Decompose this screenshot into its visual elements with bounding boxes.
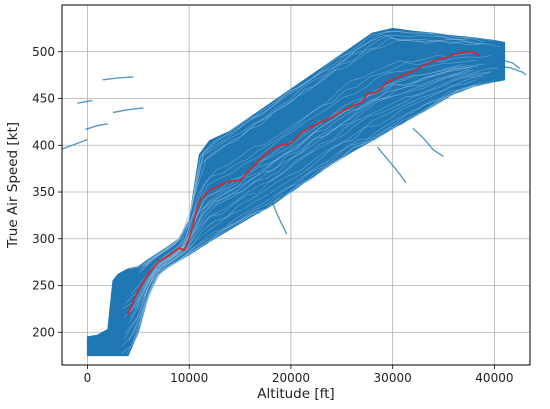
outlier-trajectory-5 [259,168,288,235]
trajectory-strand-5 [123,65,479,318]
trajectory-strand-18 [127,30,494,270]
y-tick-label-2: 300 [32,232,55,246]
y-tick-label-1: 250 [32,279,55,293]
outlier-trajectory-2 [112,107,144,114]
mean-point-0-35 [452,53,455,56]
x-tick-label-3: 30000 [374,371,412,385]
x-axis-label: Altitude [ft] [257,386,334,402]
mean-point-0-38 [478,54,480,57]
mean-point-0-9 [198,200,201,203]
mean-point-0-8 [193,219,196,222]
y-tick-label-3: 350 [32,185,55,199]
mean-point-0-32 [422,64,425,67]
mean-point-0-2 [147,272,150,275]
trajectory-strand-9 [142,35,485,268]
x-tick-label-4: 40000 [475,371,513,385]
trajectory-strand-16 [132,84,475,344]
mean-point-0-17 [279,144,282,147]
outlier-trajectory-10 [494,65,527,76]
outlier-trajectory-4 [77,99,93,104]
axes-frame [61,4,531,366]
outlier-trajectory-6 [244,184,266,200]
mean-point-0-25 [361,101,363,104]
mean-point-0-31 [412,70,414,73]
x-tick-label-2: 20000 [272,371,310,385]
x-tick-label-0: 0 [84,371,92,385]
outlier-trajectory-7 [376,146,407,184]
mean-point-0-16 [269,149,272,151]
y-axis-label: True Air Speed [kt] [5,122,21,249]
trajectory-strand-23 [126,81,494,355]
trajectory-strand-25 [128,76,484,341]
mean-point-0-14 [249,168,252,171]
trajectory-strand-14 [138,40,481,274]
trajectory-strand-15 [129,64,484,313]
mean-point-0-36 [463,50,465,53]
trajectory-strand-6 [130,53,473,295]
mean-point-0-28 [386,80,389,83]
mean-point-0-23 [340,110,343,113]
y-tick-label-4: 400 [32,138,55,152]
mean-point-0-20 [310,125,313,128]
y-tick-label-6: 500 [32,45,55,59]
mean-point-0-13 [239,179,241,182]
mean-point-0-0 [127,312,129,315]
mean-point-0-33 [432,60,435,62]
mean-point-0-34 [442,57,445,60]
y-tick-label-0: 200 [32,325,55,339]
data-layer [62,27,527,357]
outlier-trajectory-9 [483,51,521,70]
mean-point-0-27 [376,91,379,93]
mean-point-0-12 [229,179,231,182]
mean-point-0-5 [178,247,180,250]
outlier-trajectory-3 [102,76,134,81]
trajectory-strand-24 [121,79,476,347]
mean-point-0-15 [259,158,262,161]
x-tick-label-1: 10000 [170,371,208,385]
mean-point-0-4 [167,254,170,257]
outlier-trajectory-1 [85,123,108,131]
mean-point-0-6 [183,249,186,251]
outlier-trajectory-8 [412,127,444,158]
mean-point-0-21 [320,121,323,123]
outlier-trajectory-0 [62,138,88,150]
y-tick-label-5: 450 [32,92,55,106]
mean-point-0-26 [366,92,369,95]
mean-point-0-11 [218,184,221,187]
tick-marks: 0 10000 20000 30000 40000 200 250 300 350 400 450 5… [32,45,513,385]
trajectory-strand-22 [125,71,492,334]
mean-point-0-37 [473,50,475,53]
mean-point-0-18 [290,142,292,145]
mean-point-0-29 [391,78,394,81]
mean-point-0-30 [401,74,404,76]
mean-point-0-1 [137,289,140,292]
mean-point-0-7 [188,237,191,240]
mean-point-0-10 [208,189,211,192]
mean-point-0-19 [300,132,302,135]
trajectory-strand-17 [143,68,499,296]
mean-point-0-3 [157,260,160,263]
mean-point-0-22 [330,116,333,119]
mean-point-0-24 [351,105,353,107]
